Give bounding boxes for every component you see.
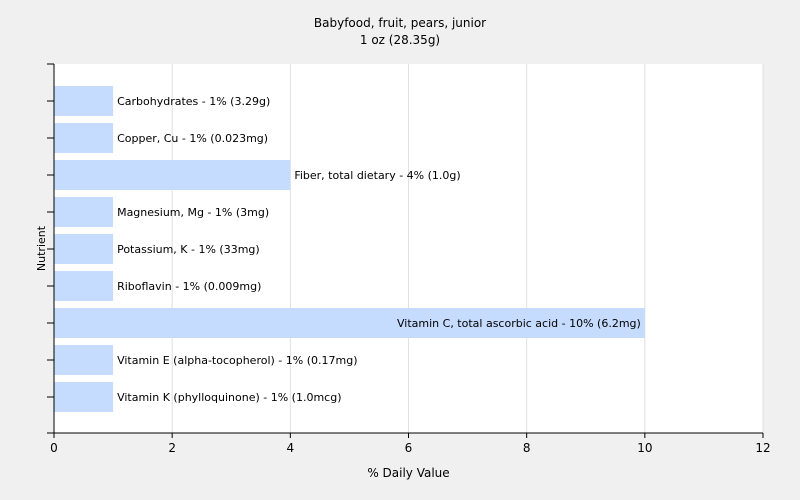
bars: Carbohydrates - 1% (3.29g) Copper, Cu - 1…: [54, 86, 645, 412]
bar: [54, 308, 645, 338]
x-tick-label: 10: [637, 441, 652, 455]
axes: 0 2 4 6 8 10 12: [47, 63, 771, 455]
bar: [54, 160, 291, 190]
y-axis-label: Nutrient: [35, 225, 48, 271]
bar: [54, 382, 114, 412]
x-tick-label: 0: [50, 441, 58, 455]
x-tick-label: 12: [755, 441, 770, 455]
bar: [54, 123, 114, 153]
bar: [54, 234, 114, 264]
bar: [54, 345, 114, 375]
x-tick-label: 6: [405, 441, 413, 455]
bar-label: Vitamin E (alpha-tocopherol) - 1% (0.17m…: [117, 354, 357, 367]
bar: [54, 271, 114, 301]
bar-label: Carbohydrates - 1% (3.29g): [117, 95, 270, 108]
x-axis-label: % Daily Value: [367, 466, 449, 480]
x-tick-label: 4: [287, 441, 295, 455]
bar-label: Potassium, K - 1% (33mg): [117, 243, 260, 256]
x-tick-label: 8: [523, 441, 531, 455]
bar-label: Magnesium, Mg - 1% (3mg): [117, 206, 269, 219]
bar-label: Vitamin C, total ascorbic acid - 10% (6.…: [397, 317, 641, 330]
chart-subtitle: 1 oz (28.35g): [359, 33, 441, 47]
bar-label: Vitamin K (phylloquinone) - 1% (1.0mcg): [117, 391, 341, 404]
bar-label: Copper, Cu - 1% (0.023mg): [117, 132, 268, 145]
bar-label: Riboflavin - 1% (0.009mg): [117, 280, 261, 293]
grid-lines: [171, 64, 764, 433]
chart-title: Babyfood, fruit, pears, junior: [313, 16, 487, 30]
x-tick-label: 2: [168, 441, 176, 455]
bar: [54, 86, 114, 116]
bar-label: Fiber, total dietary - 4% (1.0g): [294, 169, 460, 182]
bar: [54, 197, 114, 227]
